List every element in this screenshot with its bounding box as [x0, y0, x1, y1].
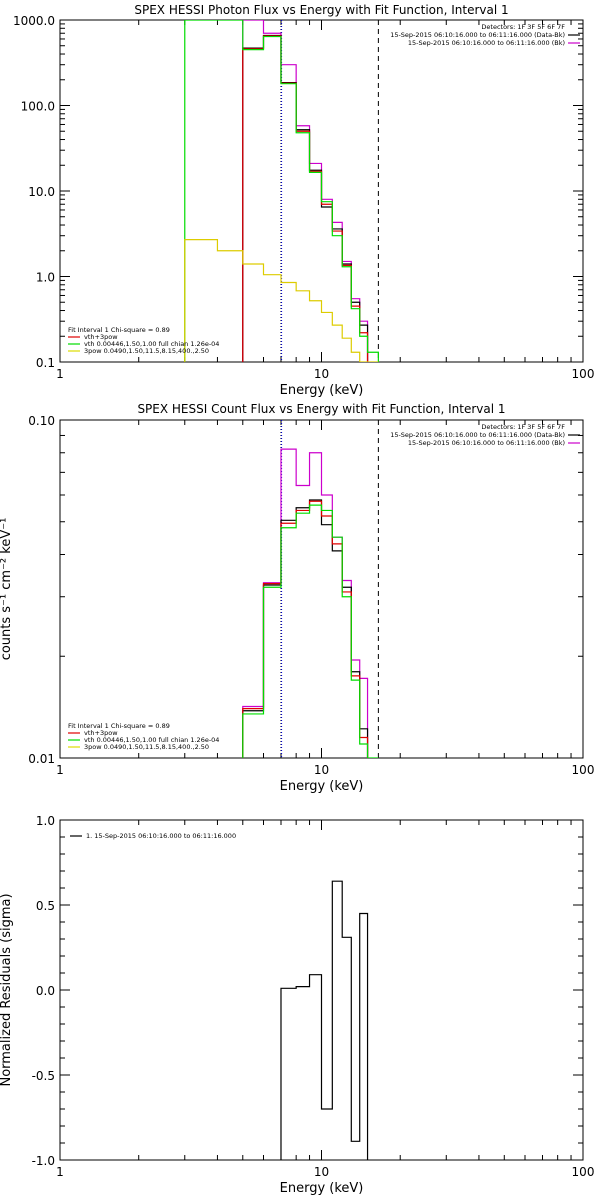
- chart-panel-3: 1 10 100 1.0 0.5 0.0 -0.5 -1.0 Energy (keV) Norma…: [0, 814, 594, 1196]
- y-tick-label: 100.0: [21, 100, 55, 114]
- series-1-histogram: [280, 880, 369, 1160]
- chart-panel-2: SPEX HESSI Count Flux vs Energy with Fit…: [0, 402, 594, 794]
- y-tick-label: 10.0: [28, 185, 55, 199]
- y-axis-label: counts s⁻¹ cm⁻² keV⁻¹: [0, 518, 14, 661]
- legend-entry: vth 0.00446,1.50,1.00 full chian 1.26e-0…: [84, 340, 219, 348]
- y-tick-label: 0.10: [28, 414, 55, 428]
- y-tick-label: 0.5: [36, 899, 55, 913]
- legend-entry: 3pow 0.0490,1.50,11.5,8.15,400.,2.50: [84, 743, 209, 751]
- legend-entry: Fit Interval 1 Chi-square = 0.89: [68, 326, 170, 334]
- legend-entry: Fit Interval 1 Chi-square = 0.89: [68, 722, 170, 730]
- x-tick-label: 100: [572, 1165, 595, 1179]
- series-2-histogram: [242, 499, 369, 758]
- x-tick-label: 10: [314, 763, 329, 777]
- series-4-histogram: [242, 504, 379, 758]
- y-tick-label: 0.0: [36, 984, 55, 998]
- chart-title: SPEX HESSI Photon Flux vs Energy with Fi…: [134, 3, 508, 17]
- x-tick-label: 1: [56, 367, 64, 381]
- series-5-histogram: [184, 239, 379, 362]
- info-line: Detectors: 1F 3F 5F 6F 7F: [481, 23, 565, 31]
- legend-entry: vth+3pow: [84, 729, 118, 737]
- series-1-histogram: [242, 448, 369, 758]
- x-tick-label: 10: [314, 367, 329, 381]
- series-2-histogram: [242, 34, 369, 362]
- series-4-histogram: [184, 20, 379, 362]
- info-line: 15-Sep-2015 06:10:16.000 to 06:11:16.000…: [390, 431, 565, 439]
- series-3-histogram: [242, 500, 369, 758]
- x-tick-label: 100: [572, 367, 595, 381]
- y-tick-label: -1.0: [32, 1154, 55, 1168]
- y-axis-label: Normalized Residuals (sigma): [0, 893, 14, 1086]
- series-3-histogram: [242, 35, 369, 362]
- legend-entry: 3pow 0.0490,1.50,11.5,8.15,400.,2.50: [84, 347, 209, 355]
- info-line: 15-Sep-2015 06:10:16.000 to 06:11:16.000…: [408, 39, 565, 47]
- info-line: Detectors: 1F 3F 5F 6F 7F: [481, 423, 565, 431]
- y-tick-label: 1.0: [36, 271, 55, 285]
- y-tick-label: 0.1: [36, 356, 55, 370]
- info-line: 15-Sep-2015 06:10:16.000 to 06:11:16.000…: [408, 439, 565, 447]
- y-tick-label: 1000.0: [13, 14, 55, 28]
- legend-entry: 1. 15-Sep-2015 06:10:16.000 to 06:11:16.…: [86, 832, 236, 840]
- x-tick-label: 1: [56, 1165, 64, 1179]
- series-1-histogram: [242, 20, 369, 362]
- chart-title: SPEX HESSI Count Flux vs Energy with Fit…: [137, 402, 505, 416]
- x-axis-label: Energy (keV): [280, 779, 364, 794]
- x-axis-label: Energy (keV): [280, 383, 364, 398]
- x-axis-label: Energy (keV): [280, 1181, 364, 1196]
- x-tick-label: 1: [56, 763, 64, 777]
- x-tick-label: 100: [572, 763, 595, 777]
- legend-entry: vth 0.00446,1.50,1.00 full chian 1.26e-0…: [84, 736, 219, 744]
- x-tick-label: 10: [314, 1165, 329, 1179]
- y-tick-label: 1.0: [36, 814, 55, 828]
- chart-panel-1: SPEX HESSI Photon Flux vs Energy with Fi…: [13, 3, 594, 398]
- info-line: 15-Sep-2015 06:10:16.000 to 06:11:16.000…: [390, 31, 565, 39]
- y-tick-label: 0.01: [28, 752, 55, 766]
- y-tick-label: -0.5: [32, 1069, 55, 1083]
- legend-entry: vth+3pow: [84, 333, 118, 341]
